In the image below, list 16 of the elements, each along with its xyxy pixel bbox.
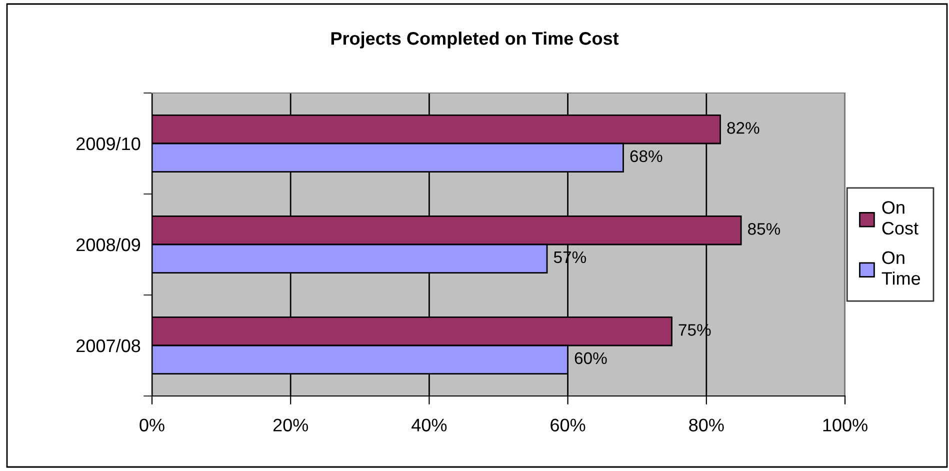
chart-title: Projects Completed on Time Cost (331, 32, 619, 48)
x-tick-label: 40% (412, 418, 447, 432)
data-label: 85% (748, 223, 780, 235)
x-tick-label: 60% (550, 418, 586, 432)
legend-label: On Cost (882, 201, 918, 235)
y-tick-label: 2009/10 (76, 136, 140, 150)
data-label: 60% (574, 352, 607, 364)
data-label: 68% (630, 150, 662, 162)
y-tick-label: 2007/08 (76, 338, 140, 352)
x-tick-label: 0% (140, 418, 164, 432)
legend-label: On Time (882, 251, 920, 285)
x-tick-label: 20% (273, 418, 308, 432)
y-tick-label: 2008/09 (76, 238, 140, 252)
x-tick-label: 80% (689, 418, 724, 432)
data-label: 82% (727, 122, 760, 134)
x-tick-label: 100% (823, 418, 868, 432)
